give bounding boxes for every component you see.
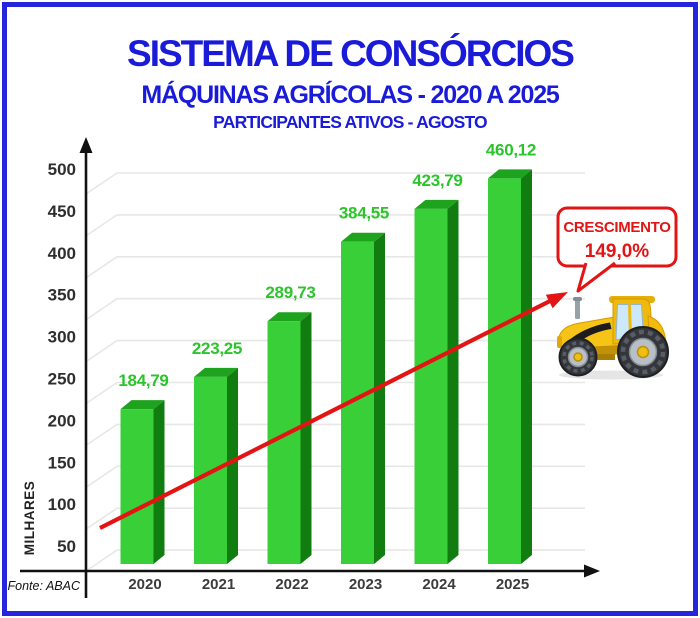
bar-2021 [194,367,238,564]
tractor-tread [562,341,594,373]
bar-top-face [488,169,532,179]
callout-text-line1: CRESCIMENTO [563,219,671,236]
bar-side-face [521,169,532,564]
bar-front-face [488,178,521,564]
y-tick-300: 300 [48,328,76,347]
tractor-exhaust-cap [573,297,582,301]
bar-2022 [267,312,312,564]
value-label-2023: 384,55 [339,204,389,223]
callout-text-line2: 149,0% [585,241,650,262]
tractor-step [597,354,615,360]
y-tick-500: 500 [48,160,76,179]
x-tick-2025: 2025 [496,576,529,593]
bar-2020 [120,400,165,564]
tractor-grill [557,336,562,348]
tractor-tread [620,329,666,375]
x-tick-2024: 2024 [422,576,456,593]
y-tick-150: 150 [48,453,76,472]
y-tick-250: 250 [48,370,76,389]
tractor-illustration [557,296,669,380]
bar-side-face [153,400,165,564]
source-note: Fonte: ABAC [8,579,81,593]
bar-2024 [414,199,459,564]
x-tick-2022: 2022 [275,576,308,593]
bar-top-face [120,400,165,410]
value-label-2022: 289,73 [265,283,315,302]
bar-2023 [341,232,385,564]
bar-top-face [414,199,459,209]
y-tick-200: 200 [48,411,76,430]
bar-side-face [374,232,385,564]
gridline-500 [85,172,585,195]
x-tick-2020: 2020 [128,576,161,593]
page-title: SISTEMA DE CONSÓRCIOS [127,33,575,74]
callout-tail [576,261,616,293]
x-tick-2021: 2021 [202,576,235,593]
x-tick-2023: 2023 [349,576,382,593]
x-axis-arrowhead [584,564,600,578]
trend-line [99,298,553,530]
bar-top-face [341,232,385,242]
value-label-2025: 460,12 [486,140,536,159]
y-axis-label: MILHARES [22,481,37,556]
y-axis-arrowhead [79,137,93,153]
page-subnote: PARTICIPANTES ATIVOS - AGOSTO [213,112,487,132]
bar-front-face [414,208,448,564]
page-subtitle: MÁQUINAS AGRÍCOLAS - 2020 A 2025 [141,81,559,109]
y-tick-50: 50 [57,537,76,556]
value-label-2020: 184,79 [118,371,168,390]
y-tick-450: 450 [48,202,76,221]
callout-box [556,206,678,268]
tractor-exhaust [575,299,580,319]
y-tick-400: 400 [48,244,76,263]
value-label-2024: 423,79 [412,171,462,190]
bar-side-face [227,367,238,564]
value-label-2021: 223,25 [192,339,242,358]
trend-arrowhead [545,292,568,309]
bar-front-face [120,409,154,564]
bar-side-face [300,312,312,564]
tractor-hub [636,345,650,359]
bar-side-face [447,199,459,564]
bar-2025 [488,169,532,564]
y-tick-100: 100 [48,495,76,514]
y-tick-350: 350 [48,286,76,305]
bar-top-face [267,312,312,322]
tractor-hub [573,352,583,362]
bar-top-face [194,367,238,377]
